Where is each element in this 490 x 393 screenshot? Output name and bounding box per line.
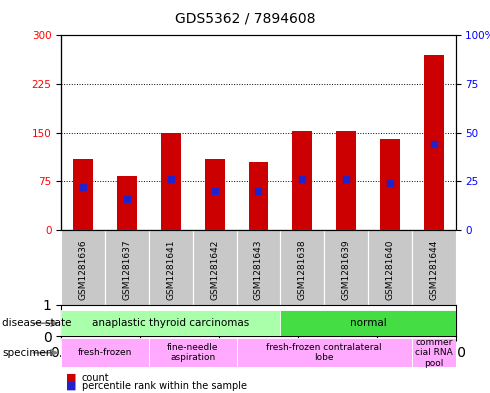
Text: GSM1281639: GSM1281639 [342, 240, 351, 301]
Bar [336, 131, 356, 230]
Bar [248, 162, 269, 230]
Bar [205, 158, 224, 230]
Text: specimen: specimen [2, 348, 53, 358]
Bar [61, 310, 280, 336]
Bar [193, 230, 237, 310]
Bar [117, 176, 137, 230]
Bar [368, 230, 412, 310]
Bar [237, 230, 280, 310]
Bar [424, 55, 443, 230]
Text: GDS5362 / 7894608: GDS5362 / 7894608 [175, 12, 315, 26]
Text: fresh-frozen contralateral
lobe: fresh-frozen contralateral lobe [267, 343, 382, 362]
Bar [149, 338, 237, 367]
Text: disease state: disease state [2, 318, 72, 328]
Bar [293, 131, 312, 230]
Bar [412, 230, 456, 310]
Text: GSM1281641: GSM1281641 [166, 240, 175, 300]
Text: ■: ■ [66, 381, 76, 391]
Text: count: count [82, 373, 109, 383]
Text: GSM1281642: GSM1281642 [210, 240, 219, 300]
Bar [412, 338, 456, 367]
Text: GSM1281637: GSM1281637 [122, 240, 131, 301]
Text: GSM1281636: GSM1281636 [79, 240, 88, 301]
Text: fine-needle
aspiration: fine-needle aspiration [167, 343, 219, 362]
Bar [280, 230, 324, 310]
Text: anaplastic thyroid carcinomas: anaplastic thyroid carcinomas [92, 318, 249, 328]
Text: percentile rank within the sample: percentile rank within the sample [82, 381, 247, 391]
Text: fresh-frozen: fresh-frozen [78, 348, 132, 357]
Bar [324, 230, 368, 310]
Text: commer
cial RNA
pool: commer cial RNA pool [415, 338, 453, 367]
Bar [74, 158, 93, 230]
Bar [105, 230, 149, 310]
Bar [61, 230, 105, 310]
Text: GSM1281638: GSM1281638 [298, 240, 307, 301]
Text: GSM1281643: GSM1281643 [254, 240, 263, 300]
Text: GSM1281640: GSM1281640 [386, 240, 394, 300]
Bar [280, 310, 456, 336]
Bar [61, 338, 149, 367]
Text: normal: normal [350, 318, 387, 328]
Text: GSM1281644: GSM1281644 [429, 240, 438, 300]
Bar [149, 230, 193, 310]
Bar [237, 338, 412, 367]
Bar [380, 139, 400, 230]
Text: ■: ■ [66, 373, 76, 383]
Bar [161, 132, 181, 230]
